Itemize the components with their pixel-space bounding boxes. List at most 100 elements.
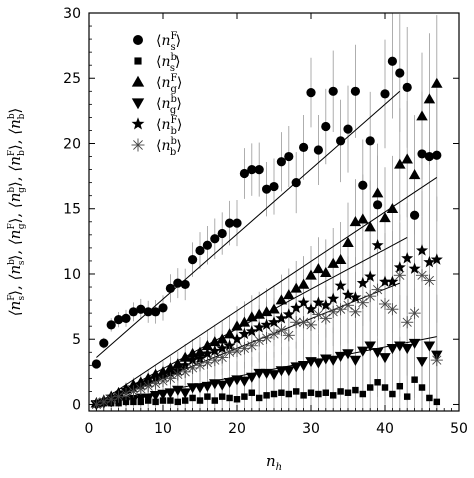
data-point bbox=[366, 384, 374, 391]
data-point bbox=[238, 376, 251, 387]
data-point bbox=[359, 390, 367, 398]
data-point bbox=[91, 359, 101, 369]
data-point bbox=[328, 86, 338, 96]
data-point bbox=[408, 262, 421, 274]
data-point bbox=[319, 298, 332, 311]
data-point bbox=[322, 389, 330, 396]
data-point bbox=[401, 344, 413, 355]
x-axis-label: nh bbox=[266, 452, 282, 473]
data-point bbox=[433, 398, 441, 406]
data-point bbox=[418, 384, 426, 391]
data-point bbox=[292, 388, 300, 395]
data-point bbox=[395, 68, 405, 78]
data-point bbox=[151, 307, 161, 317]
data-point bbox=[352, 386, 359, 394]
data-point bbox=[152, 398, 159, 406]
legend-marker bbox=[131, 75, 145, 87]
data-point bbox=[386, 275, 399, 287]
data-point bbox=[349, 291, 362, 303]
data-point bbox=[188, 255, 198, 265]
data-point bbox=[358, 180, 368, 190]
data-point bbox=[226, 394, 233, 402]
data-point bbox=[371, 187, 384, 198]
data-point bbox=[253, 321, 266, 333]
y-tick-label: 20 bbox=[63, 136, 81, 152]
data-point bbox=[423, 93, 436, 104]
data-point bbox=[430, 354, 443, 367]
data-point bbox=[334, 351, 347, 362]
legend-marker bbox=[131, 98, 145, 110]
data-point bbox=[365, 136, 375, 146]
data-point bbox=[114, 315, 124, 325]
data-point bbox=[181, 397, 189, 404]
data-point bbox=[209, 336, 221, 347]
data-point bbox=[230, 332, 244, 345]
data-point bbox=[341, 288, 355, 300]
data-point bbox=[364, 341, 376, 352]
data-point bbox=[342, 349, 354, 360]
data-point bbox=[423, 274, 436, 287]
data-point bbox=[431, 77, 443, 88]
legend-label: ⟨nb b⟩ bbox=[156, 136, 182, 158]
data-point bbox=[120, 396, 132, 407]
data-point bbox=[275, 324, 288, 337]
data-point bbox=[135, 393, 147, 404]
data-point bbox=[290, 282, 302, 293]
y-tick-label: 30 bbox=[63, 6, 81, 22]
data-point bbox=[165, 283, 175, 293]
data-point bbox=[313, 145, 323, 155]
data-point bbox=[300, 392, 307, 399]
fit-line bbox=[96, 177, 438, 405]
data-point bbox=[223, 328, 236, 339]
x-tick-label: 20 bbox=[228, 421, 246, 437]
data-point bbox=[374, 379, 381, 386]
data-point bbox=[357, 346, 369, 357]
data-point bbox=[260, 318, 273, 330]
data-point bbox=[341, 299, 355, 312]
data-point bbox=[349, 305, 362, 318]
data-point bbox=[403, 393, 411, 400]
data-point bbox=[186, 383, 199, 394]
data-point bbox=[334, 279, 347, 291]
data-point bbox=[233, 396, 241, 403]
data-point bbox=[415, 244, 429, 256]
legend-label: ⟨nF s⟩ bbox=[156, 31, 181, 53]
data-point bbox=[225, 218, 235, 228]
data-point bbox=[189, 394, 196, 402]
data-point bbox=[186, 353, 199, 366]
data-point bbox=[143, 307, 153, 317]
data-point bbox=[319, 312, 332, 325]
data-point bbox=[283, 289, 295, 300]
data-point bbox=[312, 296, 325, 308]
data-point bbox=[356, 296, 369, 309]
data-point bbox=[327, 305, 340, 318]
data-point bbox=[174, 398, 182, 406]
data-point bbox=[426, 394, 433, 402]
data-point bbox=[268, 303, 280, 314]
data-point bbox=[357, 213, 369, 224]
data-point bbox=[327, 292, 340, 304]
data-point bbox=[364, 270, 377, 282]
data-point bbox=[193, 359, 207, 372]
data-point bbox=[267, 315, 281, 328]
data-point bbox=[173, 278, 183, 288]
data-point bbox=[285, 390, 293, 398]
y-axis-label: ⟨nFs⟩, ⟨nbs⟩, ⟨nFg⟩, ⟨nbg⟩, ⟨nFb⟩, ⟨nbb⟩ bbox=[6, 108, 27, 316]
data-point bbox=[381, 384, 389, 391]
data-point bbox=[217, 228, 227, 239]
data-point bbox=[364, 221, 376, 232]
data-point bbox=[218, 393, 226, 400]
data-point bbox=[194, 383, 206, 394]
y-tick-label: 10 bbox=[63, 267, 81, 283]
data-point bbox=[423, 341, 436, 352]
data-point bbox=[312, 263, 325, 274]
data-point bbox=[417, 149, 427, 159]
data-point bbox=[329, 392, 337, 399]
data-point bbox=[128, 307, 138, 317]
data-point bbox=[275, 366, 288, 377]
data-point bbox=[253, 308, 265, 319]
data-point bbox=[371, 283, 384, 296]
data-point bbox=[245, 339, 258, 352]
data-point bbox=[239, 168, 249, 179]
legend-label: ⟨nb g⟩ bbox=[156, 94, 182, 116]
